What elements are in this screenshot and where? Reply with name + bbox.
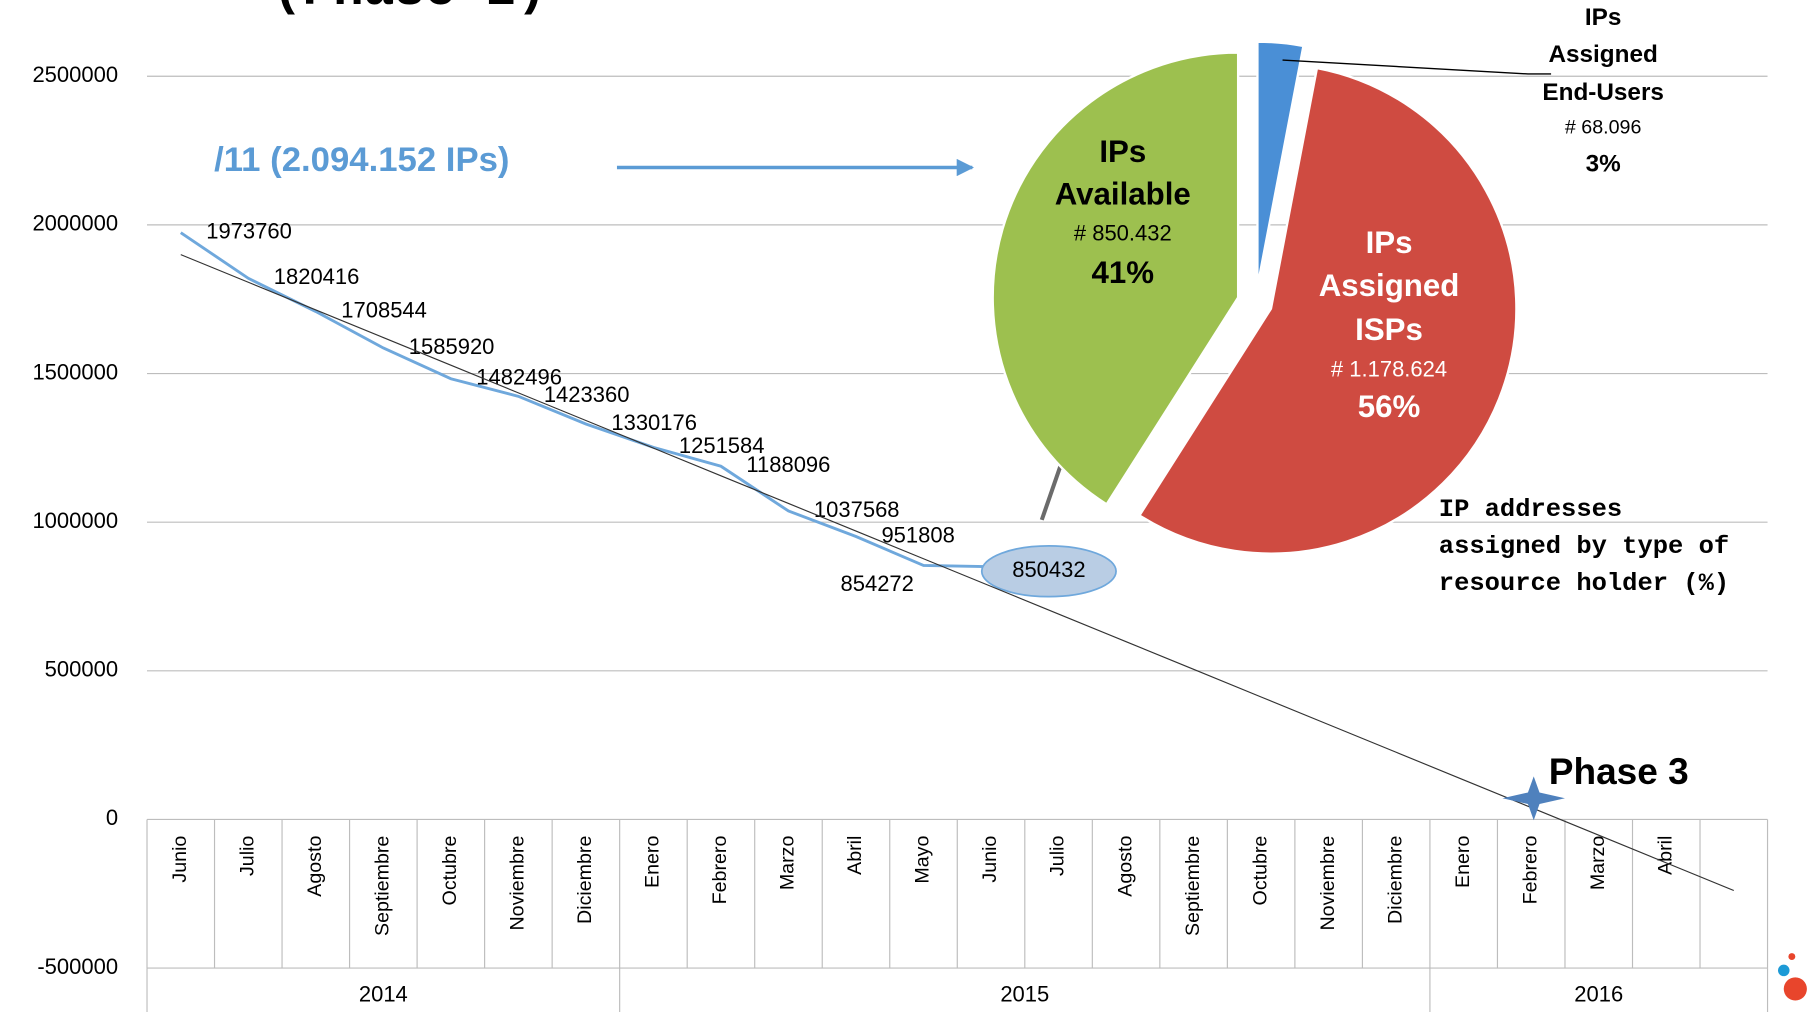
x-tick-label: Febrero	[1519, 836, 1541, 905]
allocation-label: /11 (2.094.152 IPs)	[214, 141, 509, 179]
y-tick-label: 1500000	[32, 359, 118, 384]
data-label: 1423360	[544, 382, 630, 407]
x-tick-label: Noviembre	[507, 836, 529, 931]
slice-name: ISPs	[1355, 312, 1423, 347]
slice-name: IPs	[1366, 225, 1413, 260]
slice-count: # 1.178.624	[1331, 357, 1447, 382]
y-tick-label: 500000	[45, 657, 118, 682]
pie-title: IP addresses	[1439, 495, 1622, 524]
slice-name: Assigned	[1319, 268, 1460, 303]
y-tick-label: 0	[106, 805, 118, 830]
y-tick-label: 2000000	[32, 211, 118, 236]
x-tick-label: Octubre	[1249, 836, 1271, 906]
data-label: 854272	[841, 571, 914, 596]
pie-slice	[1256, 40, 1305, 287]
x-tick-label: Enero	[1452, 836, 1474, 888]
data-label: 1585920	[409, 334, 495, 359]
x-tick-label: Septiembre	[1182, 836, 1204, 936]
data-line	[179, 231, 992, 569]
slice-name: IPs	[1585, 4, 1621, 31]
slice-count: # 850.432	[1074, 220, 1172, 245]
year-label: 2015	[1000, 982, 1049, 1007]
data-label: 1330176	[611, 410, 697, 435]
x-tick-label: Febrero	[709, 836, 731, 905]
data-label: 1037568	[814, 497, 900, 522]
x-tick-label: Junio	[169, 836, 191, 883]
x-tick-label: Septiembre	[372, 836, 394, 936]
pie-title: assigned by type of	[1439, 532, 1729, 561]
x-tick-label: Marzo	[777, 836, 799, 891]
slice-name: Available	[1055, 177, 1191, 212]
x-tick-label: Abril	[1654, 836, 1676, 875]
x-tick-label: Mayo	[912, 836, 934, 884]
phase3-label: Phase 3	[1549, 751, 1689, 792]
slice-name: End-Users	[1542, 79, 1663, 106]
data-label: 850432	[1012, 557, 1085, 582]
slice-percent: 56%	[1358, 389, 1421, 424]
logo-dot	[1783, 977, 1807, 1001]
x-tick-label: Abril	[844, 836, 866, 875]
y-tick-label: -500000	[37, 954, 118, 979]
data-label: 1820416	[274, 264, 360, 289]
x-tick-label: Enero	[642, 836, 664, 888]
data-label: 1708544	[341, 297, 427, 322]
data-label: 1188096	[746, 452, 830, 477]
logo-dot	[1788, 953, 1796, 961]
x-tick-label: Julio	[1047, 836, 1069, 876]
data-label: 1482496	[476, 365, 562, 390]
data-label: 1973760	[206, 219, 292, 244]
x-tick-label: Noviembre	[1317, 836, 1339, 931]
y-tick-label: 2500000	[32, 62, 118, 87]
pie-title: resource holder (%)	[1439, 569, 1729, 598]
y-tick-label: 1000000	[32, 508, 118, 533]
x-tick-label: Diciembre	[1384, 836, 1406, 924]
x-tick-label: Agosto	[304, 836, 326, 897]
chart-title: (Phase 2)	[272, 0, 547, 20]
data-label: 951808	[881, 522, 954, 547]
x-tick-label: Junio	[979, 836, 1001, 883]
year-label: 2014	[359, 982, 408, 1007]
year-label: 2016	[1574, 982, 1623, 1007]
logo-dot	[1777, 964, 1790, 977]
x-tick-label: Marzo	[1587, 836, 1609, 891]
slice-name: IPs	[1099, 134, 1146, 169]
callout-line	[1282, 59, 1552, 75]
x-tick-label: Julio	[236, 836, 258, 876]
pie-slice	[991, 51, 1240, 506]
highlight-ellipse	[980, 544, 1117, 598]
pie-slice	[1137, 66, 1518, 555]
slice-count: # 68.096	[1565, 116, 1642, 138]
slice-percent: 41%	[1092, 255, 1155, 290]
data-label: 1251584	[679, 433, 765, 458]
x-tick-label: Diciembre	[574, 836, 596, 924]
slice-name: Assigned	[1549, 41, 1658, 68]
x-tick-label: Agosto	[1114, 836, 1136, 897]
slice-percent: 3%	[1586, 151, 1621, 178]
x-tick-label: Octubre	[439, 836, 461, 906]
phase3-star	[1502, 776, 1565, 821]
trend-line	[180, 254, 1734, 892]
